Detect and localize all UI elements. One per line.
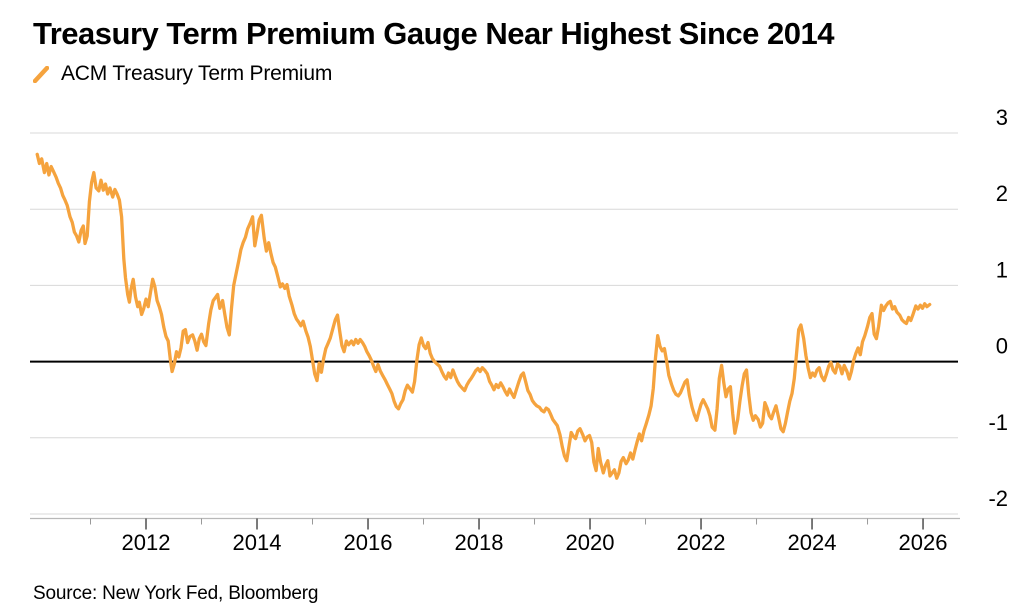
legend-series-label: ACM Treasury Term Premium bbox=[61, 62, 333, 85]
source-note: Source: New York Fed, Bloomberg bbox=[33, 583, 319, 604]
x-tick-label: 2018 bbox=[455, 530, 504, 555]
chart-legend: ACM Treasury Term Premium bbox=[33, 62, 332, 86]
x-tick-label: 2014 bbox=[233, 530, 282, 555]
x-tick-label: 2016 bbox=[344, 530, 393, 555]
y-tick-label: 2 bbox=[996, 181, 1008, 206]
y-tick-label: 1 bbox=[996, 257, 1008, 282]
x-tick-label: 2020 bbox=[566, 530, 615, 555]
x-tick-label: 2022 bbox=[677, 530, 726, 555]
page-title: Treasury Term Premium Gauge Near Highest… bbox=[33, 16, 834, 51]
x-tick-label: 2026 bbox=[899, 530, 948, 555]
series-swatch-slash bbox=[33, 65, 49, 83]
series-line bbox=[35, 152, 932, 480]
y-tick-label: -1 bbox=[988, 410, 1008, 435]
y-tick-label: 0 bbox=[996, 334, 1008, 359]
x-tick-label: 2012 bbox=[122, 530, 171, 555]
y-tick-label: 3 bbox=[996, 105, 1008, 130]
y-tick-label: -2 bbox=[988, 486, 1008, 511]
x-tick-label: 2024 bbox=[788, 530, 837, 555]
legend-swatch-icon bbox=[33, 65, 49, 83]
